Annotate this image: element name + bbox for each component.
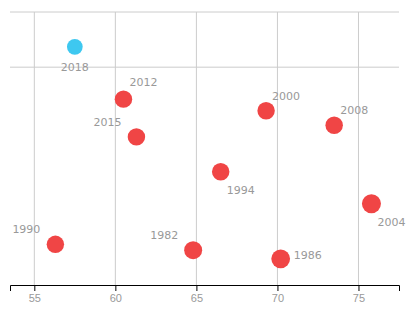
grid-line bbox=[115, 12, 116, 285]
x-axis: 55 60 65 70 75 bbox=[11, 285, 400, 304]
x-tick-mark bbox=[115, 285, 116, 291]
x-tick-mark bbox=[277, 285, 278, 291]
grid-line bbox=[277, 12, 278, 285]
point-labels: 2018 2012 2015 2000 2008 1994 2004 1990 1982 1986 bbox=[12, 61, 405, 262]
point bbox=[257, 102, 274, 119]
x-tick: 75 bbox=[353, 285, 365, 304]
point bbox=[115, 90, 132, 107]
plot: 55 60 65 70 75 2018 2012 2015 2000 2008 1994 2004 19… bbox=[10, 12, 405, 304]
point-label: 1982 bbox=[150, 229, 178, 242]
x-tick-label: 65 bbox=[191, 292, 203, 304]
point bbox=[184, 241, 202, 259]
x-tick-label: 75 bbox=[353, 292, 365, 304]
point-label: 2000 bbox=[272, 90, 300, 103]
x-tick-mark bbox=[196, 285, 197, 291]
point-label: 2015 bbox=[93, 116, 121, 129]
x-tick-mark bbox=[358, 285, 359, 291]
grid-line bbox=[358, 12, 359, 285]
point bbox=[47, 236, 64, 253]
x-tick-mark bbox=[34, 285, 35, 291]
point-label: 2018 bbox=[61, 61, 89, 74]
grid-line bbox=[34, 12, 35, 285]
x-tick-label: 70 bbox=[272, 292, 284, 304]
top-border bbox=[10, 12, 399, 13]
chart: 55 60 65 70 75 2018 2012 2015 2000 2008 1994 2004 19… bbox=[0, 0, 413, 311]
point bbox=[67, 39, 83, 55]
x-tick-label: 55 bbox=[29, 292, 41, 304]
point bbox=[325, 117, 342, 134]
point bbox=[212, 163, 229, 180]
x-axis-line bbox=[11, 286, 400, 292]
point-label: 1986 bbox=[294, 249, 322, 262]
point-label: 1990 bbox=[12, 223, 40, 236]
points bbox=[47, 39, 381, 268]
point-label: 2004 bbox=[377, 216, 405, 229]
point-label: 2012 bbox=[129, 76, 157, 89]
point-label: 1994 bbox=[227, 184, 255, 197]
x-tick: 70 bbox=[272, 285, 284, 304]
x-tick: 55 bbox=[29, 285, 41, 304]
x-tick: 60 bbox=[110, 285, 122, 304]
point bbox=[271, 249, 290, 268]
point bbox=[362, 194, 381, 213]
grid bbox=[34, 12, 358, 285]
x-tick: 65 bbox=[191, 285, 203, 304]
point bbox=[128, 128, 145, 145]
point-label: 2008 bbox=[340, 104, 368, 117]
x-tick-label: 60 bbox=[110, 292, 122, 304]
